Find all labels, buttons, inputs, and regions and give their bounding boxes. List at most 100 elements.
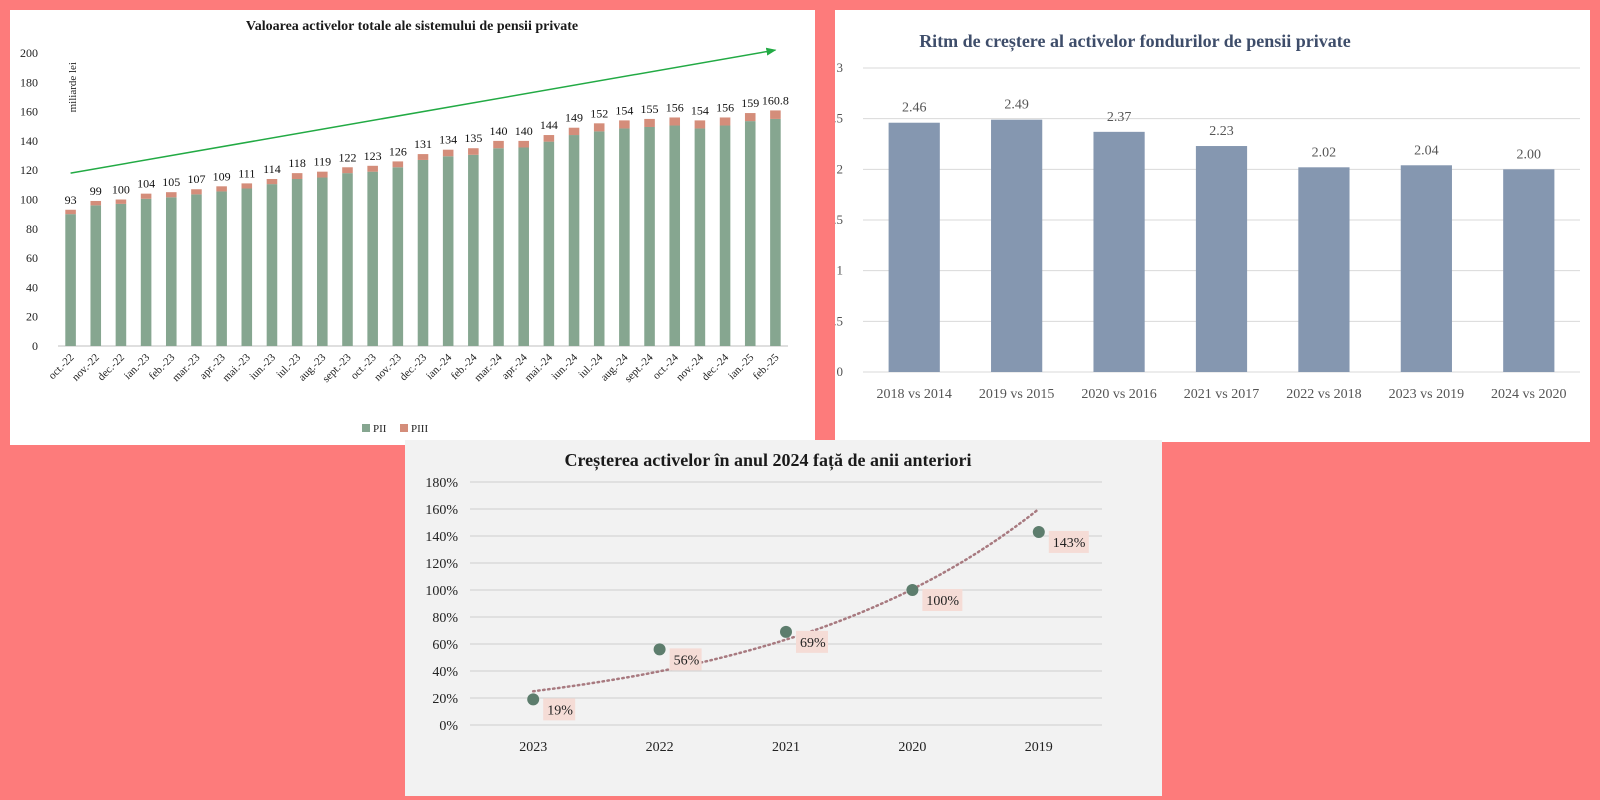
data-label: 2.49	[1004, 98, 1029, 113]
bar-piii	[719, 117, 731, 126]
bar	[888, 122, 940, 372]
legend-label-piii: PIII	[411, 423, 428, 435]
y-tick-label: 100	[20, 193, 38, 207]
growth-rhythm-chart-panel: Ritm de creștere al activelor fondurilor…	[835, 10, 1590, 442]
total-label: 99	[90, 184, 102, 198]
bar-piii	[140, 193, 152, 199]
data-label-bg	[543, 698, 576, 721]
x-tick-label: nov.-22	[70, 352, 102, 384]
total-label: 135	[464, 131, 482, 145]
bar-piii	[191, 189, 202, 195]
bar-pii	[719, 125, 731, 346]
data-label: 2.23	[1209, 124, 1234, 139]
total-label: 126	[389, 144, 407, 158]
bar-piii	[216, 186, 227, 192]
x-tick-label: feb.-25	[751, 351, 782, 382]
x-tick-label: sept.-23	[320, 351, 354, 385]
trendline	[531, 507, 1041, 693]
y-tick-label: 100%	[425, 584, 458, 599]
x-tick-label: 2019	[1025, 740, 1053, 755]
total-label: 104	[137, 177, 155, 191]
y-tick-label: 120	[20, 163, 38, 177]
x-tick-label: iun.-24	[549, 351, 580, 382]
bar-piii	[442, 149, 454, 157]
bar-piii	[568, 127, 580, 136]
total-label: 140	[490, 124, 508, 138]
total-label: 144	[540, 118, 558, 132]
bar-pii	[619, 128, 630, 346]
y-tick-label: 160	[20, 105, 38, 119]
x-tick-label: ian.-23	[122, 351, 153, 382]
bar-piii	[543, 135, 555, 142]
chart-title: Creșterea activelor în anul 2024 față de…	[565, 450, 972, 471]
y-tick-label: 0	[837, 364, 844, 379]
total-label: 111	[238, 166, 255, 180]
y-tick-label: 80%	[432, 611, 458, 626]
bar-piii	[669, 117, 681, 126]
bar	[1400, 165, 1452, 372]
y-tick-label: 140%	[425, 530, 458, 545]
bar-pii	[191, 194, 202, 346]
data-label: 2.02	[1312, 145, 1337, 160]
total-label: 152	[590, 106, 608, 120]
data-point	[906, 584, 919, 596]
y-tick-label: 180	[20, 75, 38, 89]
chart-title: Valoarea activelor totale ale sistemului…	[246, 19, 578, 34]
bar	[1195, 146, 1248, 372]
total-label: 118	[288, 156, 306, 170]
x-tick-label: 2018 vs 2014	[876, 387, 951, 402]
bar-pii	[518, 147, 529, 346]
x-tick-label: mar.-23	[170, 351, 203, 384]
bar-piii	[694, 120, 706, 129]
legend-label-pii: PII	[373, 423, 387, 435]
bar-pii	[241, 188, 253, 346]
data-label: 2.04	[1414, 143, 1439, 158]
bar-piii	[266, 178, 278, 185]
y-tick-label: 60	[26, 251, 38, 265]
data-label: 69%	[800, 636, 826, 651]
bar-pii	[140, 198, 152, 346]
bar-piii	[317, 171, 328, 178]
y-tick-label: 0	[32, 339, 38, 353]
legend-swatch-piii	[400, 424, 408, 432]
x-tick-label: 2022 vs 2018	[1286, 387, 1361, 402]
data-label: 2.37	[1107, 110, 1132, 125]
y-tick-label: 140	[20, 134, 38, 148]
data-label: 100%	[926, 594, 959, 609]
bar-pii	[216, 191, 227, 346]
total-label: 156	[666, 100, 684, 114]
x-tick-label: mar.-24	[472, 351, 505, 384]
bar-pii	[417, 159, 429, 346]
data-label: 143%	[1053, 536, 1086, 551]
bar-pii	[568, 135, 580, 346]
bar-pii	[291, 178, 303, 346]
x-tick-label: 2023 vs 2019	[1389, 387, 1464, 402]
bar-pii	[694, 128, 706, 346]
x-tick-label: ian.-24	[424, 351, 455, 382]
bar-pii	[770, 118, 781, 346]
y-tick-label: 60%	[432, 638, 458, 653]
bar-piii	[392, 161, 404, 168]
bar-pii	[744, 121, 756, 346]
x-tick-label: ian.-25	[726, 351, 757, 382]
y-tick-label: 2.5	[835, 111, 843, 126]
bar-piii	[770, 110, 781, 119]
bar	[1298, 167, 1350, 372]
bar-pii	[165, 197, 177, 346]
total-label: 93	[65, 193, 77, 207]
bar-pii	[65, 214, 76, 346]
bar-pii	[468, 154, 479, 346]
data-point	[780, 625, 792, 638]
data-point	[653, 643, 666, 656]
data-label: 19%	[547, 703, 573, 718]
x-tick-label: sept.-24	[622, 351, 656, 385]
x-tick-label: 2019 vs 2015	[979, 387, 1054, 402]
x-tick-label: iun.-23	[247, 351, 278, 382]
total-label: 156	[716, 100, 734, 114]
total-label: 123	[364, 149, 382, 163]
x-tick-label: 2020 vs 2016	[1081, 387, 1156, 402]
y-axis-label: miliarde lei	[67, 62, 79, 112]
assets-stacked-bar-chart: Valoarea activelor totale ale sistemului…	[20, 19, 789, 435]
bar-piii	[619, 120, 630, 129]
bar-piii	[518, 140, 529, 148]
